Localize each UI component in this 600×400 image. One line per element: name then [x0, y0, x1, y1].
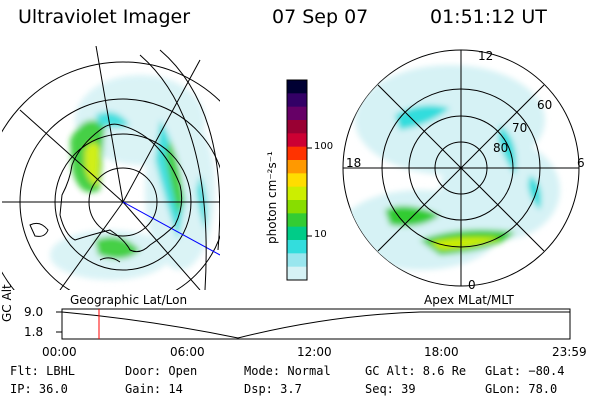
colorbar-segment: [287, 80, 307, 94]
colorbar-segment: [287, 213, 307, 228]
colorbar-segment: [287, 133, 307, 148]
instrument-title: Ultraviolet Imager: [18, 6, 191, 28]
colorbar-segment: [287, 253, 307, 268]
dsp-info: Dsp: 3.7: [244, 382, 302, 396]
colorbar: [287, 80, 307, 281]
gain-info: Gain: 14: [125, 382, 183, 396]
observation-time: 01:51:12 UT: [430, 6, 547, 28]
time-tick-0000: 00:00: [42, 345, 77, 359]
observation-date: 07 Sep 07: [272, 6, 369, 28]
colorbar-segment: [287, 266, 307, 281]
colorbar-segment: [287, 93, 307, 108]
apex-polar-plot: [342, 49, 580, 287]
mlt-18-label: 18: [346, 156, 362, 170]
mlt-6-label: 6: [577, 156, 585, 170]
colorbar-segment: [287, 146, 307, 161]
colorbar-segment: [287, 186, 307, 201]
geographic-map: [2, 46, 220, 290]
colorbar-unit-label: photon cm⁻²s⁻¹: [265, 151, 279, 244]
lat-70-label: 70: [512, 121, 528, 135]
gc-alt-axis-label: GC Alt: [0, 284, 14, 322]
colorbar-frame: [286, 79, 308, 281]
apex-caption: Apex MLat/MLT: [424, 293, 514, 307]
colorbar-segment: [287, 160, 307, 174]
geographic-caption: Geographic Lat/Lon: [70, 293, 188, 307]
ip-info: IP: 36.0: [10, 382, 68, 396]
altitude-plot: [56, 308, 571, 340]
glat-info: GLat: −80.4: [485, 364, 565, 378]
glon-info: GLon: 78.0: [485, 382, 558, 396]
time-tick-1800: 18:00: [424, 345, 459, 359]
lat-80-label: 80: [493, 141, 509, 155]
time-tick-2359: 23:59: [552, 345, 587, 359]
mlt-12-label: 12: [478, 49, 494, 63]
colorbar-segment: [287, 120, 307, 134]
colorbar-tick-10: 10: [314, 229, 327, 240]
time-tick-1200: 12:00: [297, 345, 332, 359]
gc-alt-info: GC Alt: 8.6 Re: [365, 364, 467, 378]
colorbar-segment: [287, 200, 307, 214]
colorbar-segment: [287, 106, 307, 121]
time-tick-0600: 06:00: [170, 345, 205, 359]
colorbar-segment: [287, 240, 307, 254]
colorbar-segment: [287, 226, 307, 241]
colorbar-tick-100: 100: [314, 141, 334, 152]
colorbar-segment: [287, 173, 307, 188]
alt-tick-1.8: 1.8: [24, 325, 44, 339]
door-info: Door: Open: [125, 364, 198, 378]
alt-tick-9: 9.0: [24, 305, 44, 319]
mode-info: Mode: Normal: [244, 364, 331, 378]
filter-info: Flt: LBHL: [10, 364, 76, 378]
lat-60-label: 60: [537, 98, 553, 112]
mlt-0-label: 0: [468, 278, 476, 292]
seq-info: Seq: 39: [365, 382, 416, 396]
